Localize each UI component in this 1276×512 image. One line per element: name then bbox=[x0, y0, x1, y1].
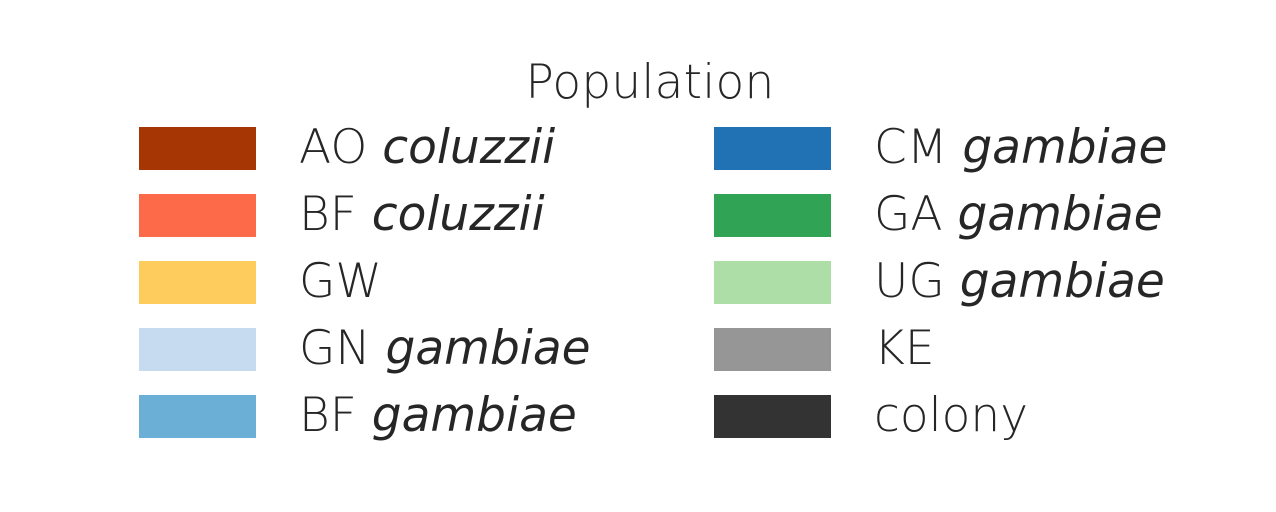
legend-label: BF gambiae bbox=[299, 386, 577, 446]
population-code: GW bbox=[299, 254, 382, 309]
legend-label: BF coluzzii bbox=[299, 185, 545, 245]
legend-label: KE bbox=[874, 319, 935, 379]
legend-swatch bbox=[139, 395, 256, 438]
population-code: BF bbox=[299, 388, 357, 443]
population-code: UG bbox=[874, 254, 945, 309]
species-name: gambiae bbox=[957, 187, 1163, 242]
legend-label: AO coluzzii bbox=[299, 118, 555, 178]
legend-swatch bbox=[139, 194, 256, 237]
population-code: GN bbox=[299, 321, 371, 376]
legend-swatch bbox=[139, 127, 256, 170]
population-code: GA bbox=[874, 187, 943, 242]
legend-swatch bbox=[139, 261, 256, 304]
species-name: gambiae bbox=[959, 254, 1165, 309]
legend-swatch bbox=[714, 395, 831, 438]
legend-swatch bbox=[714, 194, 831, 237]
legend-label: GA gambiae bbox=[874, 185, 1163, 245]
population-code: AO bbox=[299, 120, 368, 175]
species-name: coluzzii bbox=[382, 120, 556, 175]
legend-swatch bbox=[714, 328, 831, 371]
species-name: gambiae bbox=[371, 388, 577, 443]
legend-swatch bbox=[714, 261, 831, 304]
legend-label: GW bbox=[299, 252, 382, 312]
legend-title: Population bbox=[525, 55, 775, 110]
legend-swatch bbox=[139, 328, 256, 371]
population-code: CM bbox=[874, 120, 948, 175]
species-name: gambiae bbox=[962, 120, 1168, 175]
legend-label: colony bbox=[874, 386, 1028, 446]
legend-label: GN gambiae bbox=[299, 319, 591, 379]
population-code: BF bbox=[299, 187, 357, 242]
species-name: coluzzii bbox=[371, 187, 545, 242]
legend-label: CM gambiae bbox=[874, 118, 1167, 178]
population-code: KE bbox=[874, 321, 935, 376]
species-name: gambiae bbox=[385, 321, 591, 376]
legend-swatch bbox=[714, 127, 831, 170]
legend-label: UG gambiae bbox=[874, 252, 1165, 312]
population-code: colony bbox=[874, 388, 1029, 443]
